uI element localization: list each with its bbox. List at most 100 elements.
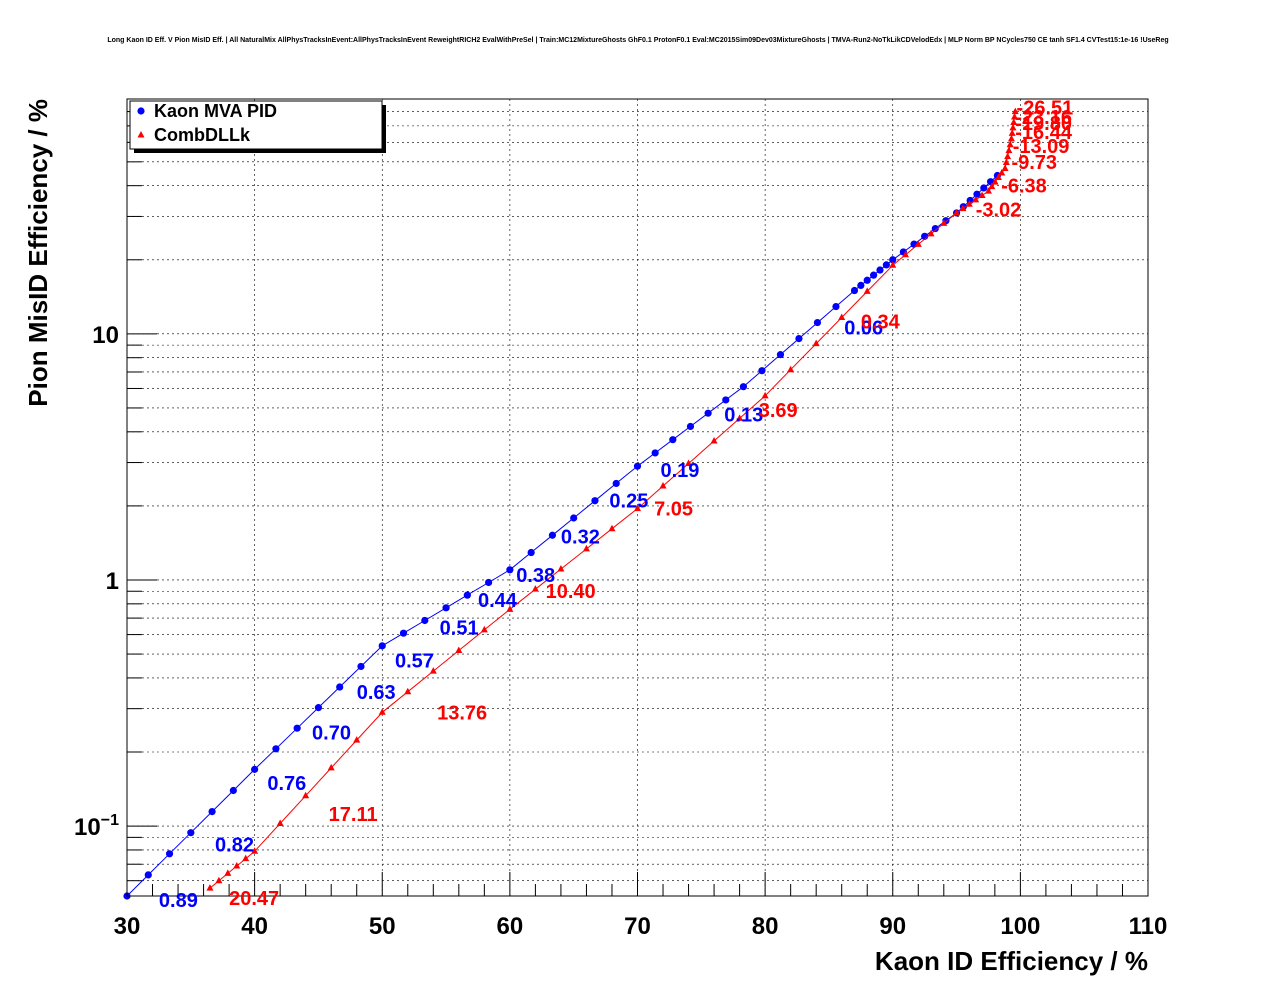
chart-title: Long Kaon ID Eff. V Pion MisID Eff. | Al… <box>107 37 1168 44</box>
legend-label: Kaon MVA PID <box>154 101 277 121</box>
point-label: -13.09 <box>1013 136 1070 158</box>
data-point <box>314 704 323 712</box>
data-point <box>953 208 961 216</box>
point-label: 0.32 <box>561 527 600 549</box>
x-tick-label: 40 <box>241 913 268 940</box>
data-point <box>1006 140 1014 148</box>
data-point <box>988 182 996 190</box>
x-axis-title: Kaon ID Efficiency / % <box>875 946 1148 976</box>
x-tick-label: 60 <box>497 913 524 940</box>
point-label: 10.40 <box>546 581 596 603</box>
series-kaon-mva-pid <box>123 171 1002 900</box>
data-point <box>685 459 693 466</box>
data-point <box>1007 134 1015 142</box>
x-tick-label: 70 <box>624 913 651 940</box>
data-point <box>336 683 344 691</box>
data-point <box>1010 118 1018 125</box>
legend-marker <box>137 107 145 115</box>
data-point <box>272 745 280 753</box>
point-label: -9.73 <box>1011 152 1057 174</box>
point-label: 0.57 <box>395 651 434 673</box>
data-point <box>242 854 250 862</box>
point-label: 0.70 <box>312 723 351 745</box>
data-point <box>984 187 992 194</box>
data-point <box>704 409 712 417</box>
data-point <box>659 482 667 489</box>
point-label: 0.82 <box>215 835 254 857</box>
data-point <box>889 256 897 264</box>
legend-label: CombDLLk <box>154 125 251 145</box>
data-point <box>327 763 335 771</box>
data-point <box>548 531 557 539</box>
data-point <box>421 616 429 625</box>
data-point <box>1004 152 1012 160</box>
data-point <box>973 190 981 198</box>
data-point <box>776 351 785 359</box>
legend-box <box>129 100 383 150</box>
data-point <box>1011 113 1019 120</box>
point-label: 3.69 <box>759 400 798 422</box>
x-tick-label: 110 <box>1129 913 1168 940</box>
data-point <box>902 250 910 258</box>
data-point <box>736 414 744 421</box>
legend-marker <box>137 131 145 138</box>
data-point <box>608 524 616 532</box>
data-point <box>233 862 241 869</box>
data-point <box>224 869 232 876</box>
data-point <box>357 662 365 671</box>
point-label: -16.44 <box>1015 122 1073 144</box>
data-point <box>927 229 935 237</box>
data-point <box>857 281 865 289</box>
data-point <box>1009 123 1017 131</box>
data-point <box>404 687 412 695</box>
data-point <box>669 436 677 444</box>
data-point <box>863 276 871 284</box>
point-label: 0.51 <box>440 618 479 640</box>
data-point <box>863 287 871 294</box>
data-point <box>959 204 967 212</box>
data-point <box>527 548 535 557</box>
y-axis-title: Pion MisID Efficiency / % <box>23 99 53 407</box>
data-point <box>506 605 514 612</box>
point-label: 0.89 <box>159 890 198 912</box>
point-label: 0.13 <box>724 405 763 427</box>
data-point <box>1002 158 1010 166</box>
data-point <box>1011 107 1019 115</box>
data-point <box>531 585 539 592</box>
data-point <box>739 383 748 391</box>
data-point <box>506 566 514 574</box>
data-point <box>208 807 216 816</box>
data-point <box>378 708 386 715</box>
point-label: -23.16 <box>1015 107 1072 129</box>
x-tick-label: 50 <box>369 913 396 940</box>
data-point <box>1008 129 1016 136</box>
point-label: 0.06 <box>844 318 883 340</box>
data-point <box>276 819 284 826</box>
data-point <box>378 642 386 650</box>
data-point <box>850 286 859 295</box>
point-label: 0.25 <box>609 491 648 513</box>
data-point <box>165 850 174 858</box>
data-point <box>940 219 948 226</box>
data-point <box>686 422 695 431</box>
data-point <box>215 876 223 884</box>
data-point <box>293 724 301 732</box>
data-point <box>206 884 214 891</box>
data-point <box>870 271 878 279</box>
data-point <box>455 646 463 654</box>
data-point <box>978 191 986 199</box>
grid <box>126 98 1149 896</box>
data-point <box>557 565 565 572</box>
point-labels: 0.89 0.82 0.76 0.70 0.63 0.57 0.51 0.44 0.38 0.32… <box>159 98 1073 913</box>
series-combdllk <box>206 107 1019 891</box>
data-point <box>761 391 769 399</box>
x-tick-label: 90 <box>879 913 906 940</box>
data-point <box>591 497 599 505</box>
x-tick-label: 80 <box>752 913 779 940</box>
data-point <box>832 302 840 311</box>
data-point <box>187 829 195 837</box>
point-label: 0.38 <box>516 565 555 587</box>
data-point <box>813 318 822 327</box>
